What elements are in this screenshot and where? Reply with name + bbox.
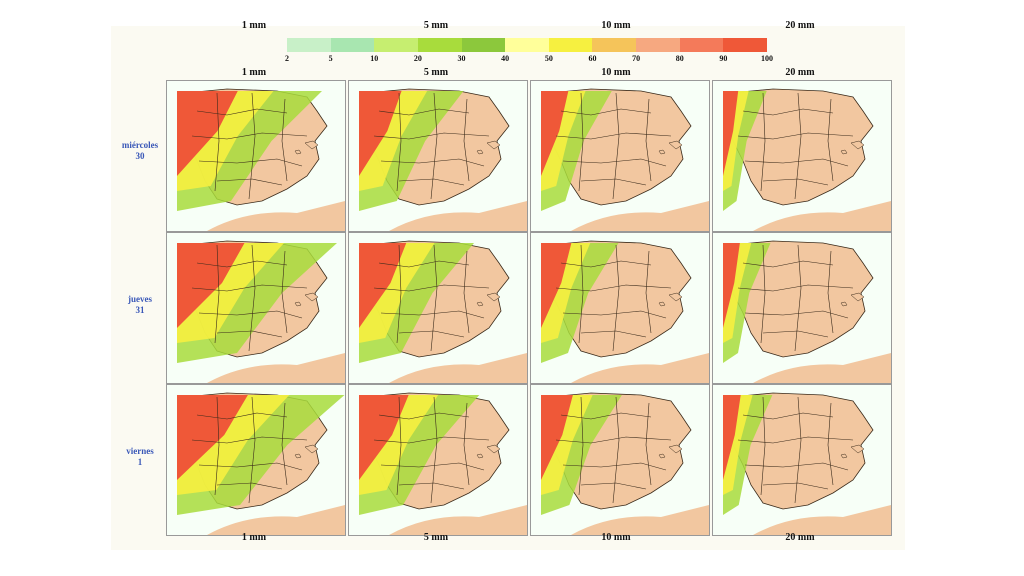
legend-tick-label: 20 <box>413 54 422 63</box>
precip-map-r1-c2 <box>348 80 528 232</box>
legend-tick-label: 80 <box>675 54 684 63</box>
top-label-5mm: 5 mm <box>423 20 449 31</box>
legend-swatch <box>505 38 549 52</box>
legend-tick-label: 100 <box>761 54 773 63</box>
column-label-5mm: 5 mm <box>423 67 449 78</box>
legend-swatch <box>679 38 724 52</box>
precip-map-r2-c4 <box>712 232 892 384</box>
precip-map-r3-c2 <box>348 384 528 536</box>
legend-tick-label: 40 <box>501 54 510 63</box>
top-label-10mm: 10 mm <box>601 20 631 31</box>
column-label-10mm: 10 mm <box>601 67 631 78</box>
bottom-label-20mm: 20 mm <box>785 532 815 543</box>
legend-swatch <box>636 38 680 52</box>
precip-map-r2-c1 <box>166 232 346 384</box>
precip-map-r2-c2 <box>348 232 528 384</box>
bottom-label-5mm: 5 mm <box>423 532 449 543</box>
precip-map-r1-c4 <box>712 80 892 232</box>
precip-map-r3-c4 <box>712 384 892 536</box>
top-label-20mm: 20 mm <box>785 20 815 31</box>
legend-tick-label: 10 <box>370 54 379 63</box>
legend-tick-label: 30 <box>457 54 466 63</box>
row-label-wednesday: miércoles 30 <box>110 140 170 162</box>
legend-tick-label: 2 <box>285 54 289 63</box>
legend-tick-label: 70 <box>632 54 641 63</box>
legend-swatch <box>417 38 462 52</box>
top-label-1mm: 1 mm <box>241 20 267 31</box>
row-date: 31 <box>135 305 145 315</box>
precip-map-r2-c3 <box>530 232 710 384</box>
legend-swatch <box>461 38 506 52</box>
color-legend <box>287 38 768 52</box>
legend-tick-label: 90 <box>719 54 728 63</box>
bottom-label-1mm: 1 mm <box>241 532 267 543</box>
row-label-thursday: jueves 31 <box>110 294 170 316</box>
row-label-friday: viernes 1 <box>110 446 170 468</box>
row-day: viernes <box>126 446 154 456</box>
legend-tick-label: 50 <box>544 54 553 63</box>
precip-map-r3-c1 <box>166 384 346 536</box>
precip-map-r1-c1 <box>166 80 346 232</box>
legend-swatch <box>592 38 637 52</box>
legend-swatch <box>374 38 418 52</box>
legend-swatch <box>287 38 331 52</box>
column-label-1mm: 1 mm <box>241 67 267 78</box>
legend-swatch <box>723 38 768 52</box>
precip-map-r1-c3 <box>530 80 710 232</box>
legend-tick-label: 60 <box>588 54 597 63</box>
precip-map-r3-c3 <box>530 384 710 536</box>
legend-swatch <box>548 38 593 52</box>
row-date: 30 <box>135 151 145 161</box>
column-label-20mm: 20 mm <box>785 67 815 78</box>
bottom-label-10mm: 10 mm <box>601 532 631 543</box>
row-day: jueves <box>128 294 152 304</box>
row-day: miércoles <box>121 140 159 150</box>
legend-tick-label: 5 <box>328 54 333 63</box>
row-date: 1 <box>137 457 143 467</box>
legend-swatch <box>330 38 375 52</box>
